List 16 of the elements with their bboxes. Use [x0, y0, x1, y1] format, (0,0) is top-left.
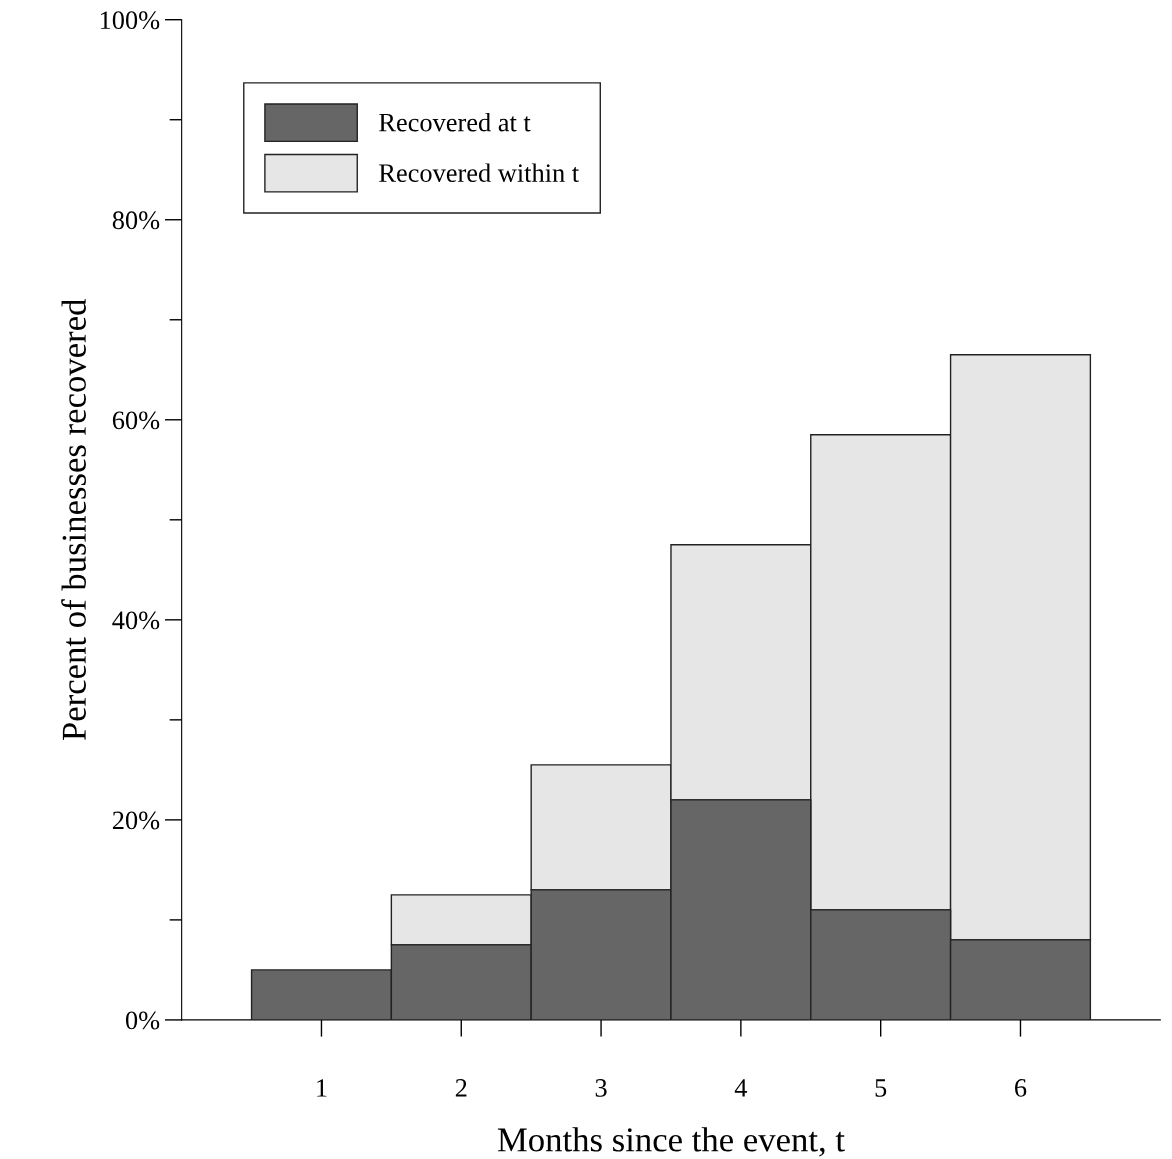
legend-label: Recovered at t	[379, 112, 531, 132]
x-axis-title: Months since the event, t	[497, 1127, 845, 1157]
y-tick-label: 80%	[112, 211, 160, 230]
legend-label: Recovered within t	[379, 163, 580, 182]
x-tick-label: 1	[317, 1079, 327, 1097]
y-tick-label: 60%	[112, 411, 160, 430]
y-tick-label: 20%	[112, 811, 160, 830]
x-tick-label: 5	[875, 1079, 887, 1097]
y-tick-label: 100%	[100, 11, 160, 30]
y-tick-label: 0%	[125, 1011, 160, 1030]
x-tick-label: 2	[455, 1079, 467, 1097]
x-tick-label: 6	[1015, 1079, 1027, 1097]
y-axis-title: Percent of businesses recovered	[61, 298, 86, 741]
x-tick-label: 4	[734, 1079, 748, 1097]
x-tick-label: 3	[595, 1079, 607, 1097]
y-tick-label: 40%	[112, 611, 160, 630]
